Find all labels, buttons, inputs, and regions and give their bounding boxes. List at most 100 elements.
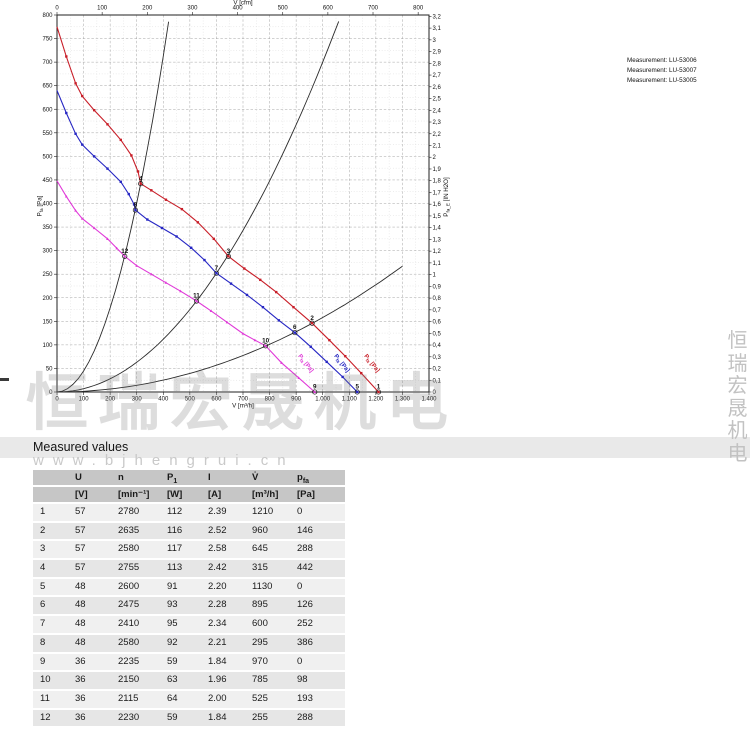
table-cell: 2780 bbox=[118, 506, 140, 517]
svg-text:0: 0 bbox=[49, 390, 53, 396]
svg-text:2,2: 2,2 bbox=[433, 132, 442, 138]
table-cell: 57 bbox=[75, 506, 86, 517]
table-cell: 98 bbox=[297, 674, 308, 686]
table-cell: P1 bbox=[167, 472, 178, 485]
svg-text:2,3: 2,3 bbox=[433, 120, 442, 126]
table-row: 1 57 2780 112 2.39 1210 0 bbox=[33, 504, 345, 521]
table-cell: 2115 bbox=[118, 692, 139, 704]
table-cell: 2755 bbox=[118, 562, 140, 574]
table-cell: 895 bbox=[252, 599, 268, 611]
table-cell: 3 bbox=[40, 543, 46, 555]
table-cell: 442 bbox=[297, 562, 313, 574]
table-cell: U bbox=[75, 472, 82, 483]
table-cell: 36 bbox=[75, 711, 86, 723]
svg-text:1: 1 bbox=[433, 273, 437, 279]
table-cell: 48 bbox=[75, 636, 86, 648]
svg-text:V [cfm]: V [cfm] bbox=[233, 0, 253, 7]
svg-text:350: 350 bbox=[42, 225, 53, 231]
table-row: 8 48 2580 92 2.21 295 386 bbox=[33, 634, 345, 652]
table-cell: 2230 bbox=[118, 711, 140, 723]
svg-text:800: 800 bbox=[265, 397, 276, 403]
table-cell: 12 bbox=[40, 711, 51, 723]
table-cell: 2.28 bbox=[208, 599, 227, 611]
table-cell: 146 bbox=[297, 524, 313, 536]
svg-text:2,9: 2,9 bbox=[433, 50, 442, 56]
svg-text:2,6: 2,6 bbox=[433, 85, 442, 91]
table-cell: 63 bbox=[167, 674, 178, 686]
table-cell: 600 bbox=[252, 618, 268, 630]
svg-text:500: 500 bbox=[185, 397, 196, 403]
svg-text:100: 100 bbox=[42, 343, 53, 349]
svg-text:300: 300 bbox=[132, 397, 143, 403]
svg-text:3: 3 bbox=[433, 38, 437, 44]
table-cell: 2 bbox=[40, 524, 46, 536]
svg-text:Pfa [Pa]: Pfa [Pa] bbox=[37, 195, 44, 216]
svg-text:1,5: 1,5 bbox=[433, 214, 442, 220]
svg-text:1.300: 1.300 bbox=[395, 397, 411, 403]
table-cell bbox=[33, 470, 68, 485]
svg-text:400: 400 bbox=[42, 202, 53, 208]
svg-text:2,4: 2,4 bbox=[433, 108, 442, 114]
svg-text:1,4: 1,4 bbox=[433, 226, 442, 232]
table-cell: 525 bbox=[252, 692, 268, 704]
table-cell: 1130 bbox=[252, 580, 273, 592]
table-cell: 960 bbox=[252, 524, 268, 536]
table-cell: V̇ bbox=[252, 472, 259, 483]
svg-text:450: 450 bbox=[42, 178, 53, 184]
watermark-chinese-vertical: 恒瑞宏晟机电 bbox=[727, 328, 748, 465]
measured-values-title: Measured values bbox=[33, 440, 129, 454]
table-cell: 1 bbox=[40, 506, 46, 517]
table-cell: [m³/h] bbox=[252, 489, 279, 500]
table-row: 3 57 2580 117 2.58 645 288 bbox=[33, 541, 345, 559]
svg-text:2,1: 2,1 bbox=[433, 143, 442, 149]
svg-text:V [m³/h]: V [m³/h] bbox=[232, 403, 254, 410]
svg-text:0,1: 0,1 bbox=[433, 378, 442, 384]
legend-item: Measurement: LU-53005 bbox=[627, 77, 697, 85]
table-cell: 785 bbox=[252, 674, 268, 686]
fan-performance-chart: 0 100 200 300 400 500 600 700 800 900 1.000 1.100 1.… bbox=[37, 0, 451, 410]
svg-text:50: 50 bbox=[46, 366, 53, 372]
svg-text:11: 11 bbox=[193, 293, 200, 300]
svg-text:0,7: 0,7 bbox=[433, 308, 442, 314]
svg-text:1,6: 1,6 bbox=[433, 202, 442, 208]
legend-item: Measurement: LU-53006 bbox=[627, 57, 697, 64]
table-cell: 59 bbox=[167, 711, 178, 723]
table-cell: 295 bbox=[252, 636, 268, 648]
table-cell: 1210 bbox=[252, 506, 274, 517]
table-cell: 2.00 bbox=[208, 692, 227, 704]
table-row: 2 57 2635 116 2.52 960 146 bbox=[33, 522, 345, 540]
table-cell: 2600 bbox=[118, 580, 140, 592]
svg-text:200: 200 bbox=[105, 397, 116, 403]
table-cell: n bbox=[118, 472, 124, 483]
table-cell: 4 bbox=[40, 562, 46, 574]
svg-text:1,7: 1,7 bbox=[433, 190, 442, 196]
table-cell: 970 bbox=[252, 655, 268, 667]
svg-text:0,5: 0,5 bbox=[433, 331, 442, 337]
svg-text:500: 500 bbox=[42, 154, 53, 160]
table-cell: 0 bbox=[297, 580, 303, 592]
svg-text:8: 8 bbox=[134, 202, 138, 209]
svg-text:900: 900 bbox=[291, 397, 302, 403]
table-cell: 8 bbox=[40, 636, 46, 648]
watermark-url: www.bjhengrui.cn bbox=[33, 452, 295, 469]
svg-text:100: 100 bbox=[97, 6, 108, 12]
table-cell: 645 bbox=[252, 543, 268, 555]
svg-text:0,8: 0,8 bbox=[433, 296, 442, 302]
svg-text:0,6: 0,6 bbox=[433, 320, 442, 326]
table-cell: 11 bbox=[40, 692, 50, 704]
svg-text:550: 550 bbox=[42, 131, 53, 137]
svg-text:1: 1 bbox=[377, 384, 381, 391]
table-cell: 193 bbox=[297, 692, 313, 704]
table-cell: 10 bbox=[40, 674, 51, 686]
table-cell: 1.84 bbox=[208, 711, 227, 723]
table-cell: 0 bbox=[297, 506, 303, 517]
svg-text:1,8: 1,8 bbox=[433, 179, 442, 185]
svg-text:0: 0 bbox=[55, 6, 59, 12]
table-row: 6 48 2475 93 2.28 895 126 bbox=[33, 597, 345, 615]
section-header-band bbox=[0, 437, 750, 458]
table-cell: 2.52 bbox=[208, 524, 227, 536]
svg-text:2,7: 2,7 bbox=[433, 73, 442, 79]
table-cell: [V] bbox=[75, 489, 88, 500]
